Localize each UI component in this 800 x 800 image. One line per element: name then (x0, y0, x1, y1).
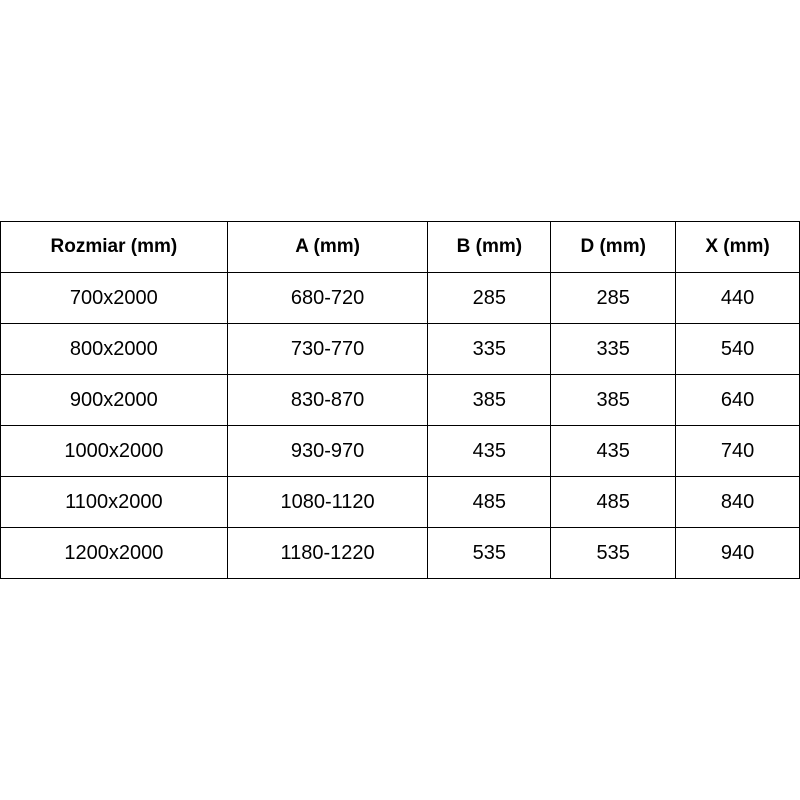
table-cell: 940 (675, 527, 800, 579)
table-cell: 440 (675, 272, 800, 324)
table-cell: 485 (550, 476, 677, 528)
table-cell: 540 (675, 323, 800, 375)
table-cell: 830-870 (226, 374, 429, 426)
header-rozmiar: Rozmiar (mm) (0, 221, 228, 273)
table-cell: 840 (675, 476, 800, 528)
table-row: 900x2000 830-870 385 385 640 (0, 374, 800, 426)
table-row: 1200x2000 1180-1220 535 535 940 (0, 527, 800, 579)
table-row: 1100x2000 1080-1120 485 485 840 (0, 476, 800, 528)
table-cell: 900x2000 (0, 374, 228, 426)
table-row: 800x2000 730-770 335 335 540 (0, 323, 800, 375)
header-d: D (mm) (550, 221, 677, 273)
header-a: A (mm) (226, 221, 429, 273)
header-x: X (mm) (675, 221, 800, 273)
table-cell: 335 (550, 323, 677, 375)
table-cell: 285 (550, 272, 677, 324)
table-cell: 640 (675, 374, 800, 426)
table-cell: 700x2000 (0, 272, 228, 324)
table-cell: 1100x2000 (0, 476, 228, 528)
table-cell: 335 (427, 323, 552, 375)
table-cell: 535 (427, 527, 552, 579)
table-cell: 680-720 (226, 272, 429, 324)
header-b: B (mm) (427, 221, 552, 273)
table-cell: 1080-1120 (226, 476, 429, 528)
table-header-row: Rozmiar (mm) A (mm) B (mm) D (mm) X (mm) (0, 221, 800, 273)
table-cell: 930-970 (226, 425, 429, 477)
table-cell: 435 (550, 425, 677, 477)
table-cell: 285 (427, 272, 552, 324)
table-cell: 1000x2000 (0, 425, 228, 477)
table-row: 700x2000 680-720 285 285 440 (0, 272, 800, 324)
table-cell: 1180-1220 (226, 527, 429, 579)
table-cell: 800x2000 (0, 323, 228, 375)
table-cell: 740 (675, 425, 800, 477)
table-cell: 385 (550, 374, 677, 426)
dimensions-table: Rozmiar (mm) A (mm) B (mm) D (mm) X (mm)… (0, 221, 800, 579)
table-cell: 485 (427, 476, 552, 528)
table-cell: 730-770 (226, 323, 429, 375)
table-row: 1000x2000 930-970 435 435 740 (0, 425, 800, 477)
table-cell: 1200x2000 (0, 527, 228, 579)
table-cell: 435 (427, 425, 552, 477)
table-cell: 385 (427, 374, 552, 426)
table-cell: 535 (550, 527, 677, 579)
